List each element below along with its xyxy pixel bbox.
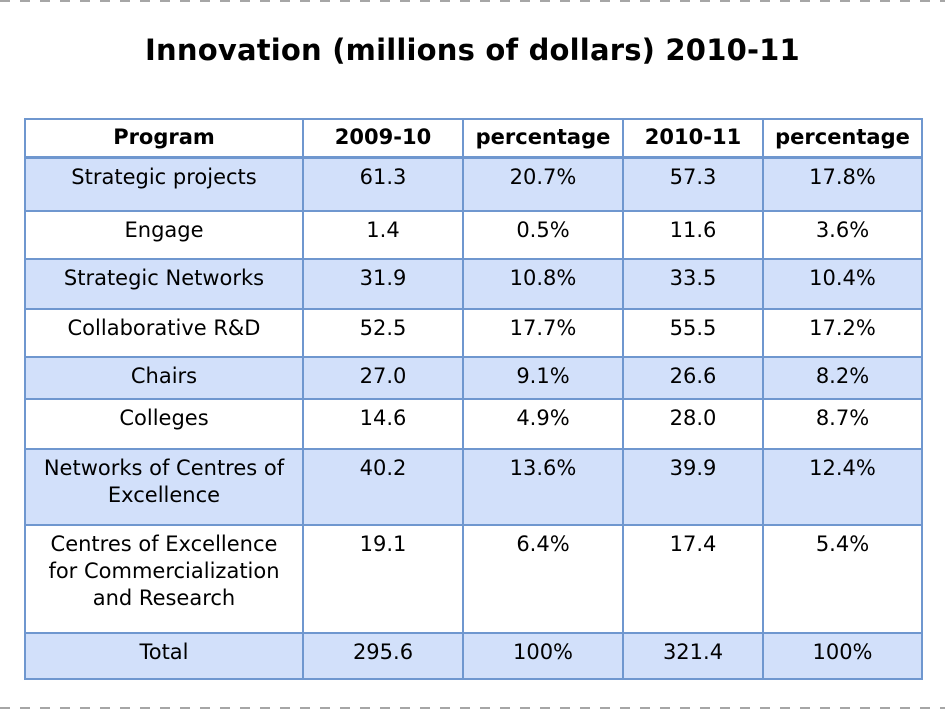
value-2009-10-cell: 19.1: [302, 524, 464, 634]
program-cell: Centres of Excellence for Commercializat…: [24, 524, 304, 634]
program-cell: Total: [24, 632, 304, 680]
value-2009-10-cell: 295.6: [302, 632, 464, 680]
percentage-2009-10-cell: 9.1%: [462, 356, 624, 400]
header-percentage-2010-11: percentage: [762, 118, 923, 159]
program-cell: Networks of Centres of Excellence: [24, 448, 304, 526]
table-row: Engage 1.4 0.5% 11.6 3.6%: [24, 210, 923, 260]
value-2010-11-cell: 26.6: [622, 356, 764, 400]
table-row: Strategic projects 61.3 20.7% 57.3 17.8%: [24, 156, 923, 212]
header-program: Program: [24, 118, 304, 159]
table-row: Networks of Centres of Excellence 40.2 13.…: [24, 448, 923, 526]
percentage-2009-10-cell: 20.7%: [462, 156, 624, 212]
table-row: Chairs 27.0 9.1% 26.6 8.2%: [24, 356, 923, 400]
percentage-2010-11-cell: 8.2%: [762, 356, 923, 400]
percentage-2009-10-cell: 13.6%: [462, 448, 624, 526]
header-2010-11: 2010-11: [622, 118, 764, 159]
value-2009-10-cell: 52.5: [302, 308, 464, 358]
value-2010-11-cell: 57.3: [622, 156, 764, 212]
percentage-2009-10-cell: 100%: [462, 632, 624, 680]
top-dashed-separator: [0, 0, 945, 2]
percentage-2010-11-cell: 17.2%: [762, 308, 923, 358]
table-header-row: Program 2009-10 percentage 2010-11 perce…: [24, 118, 923, 159]
percentage-2010-11-cell: 3.6%: [762, 210, 923, 260]
value-2009-10-cell: 27.0: [302, 356, 464, 400]
table-row: Collaborative R&D 52.5 17.7% 55.5 17.2%: [24, 308, 923, 358]
value-2009-10-cell: 61.3: [302, 156, 464, 212]
percentage-2009-10-cell: 17.7%: [462, 308, 624, 358]
value-2010-11-cell: 33.5: [622, 258, 764, 310]
header-percentage-2009-10: percentage: [462, 118, 624, 159]
percentage-2009-10-cell: 6.4%: [462, 524, 624, 634]
value-2009-10-cell: 31.9: [302, 258, 464, 310]
value-2010-11-cell: 11.6: [622, 210, 764, 260]
value-2009-10-cell: 40.2: [302, 448, 464, 526]
percentage-2009-10-cell: 0.5%: [462, 210, 624, 260]
value-2010-11-cell: 28.0: [622, 398, 764, 450]
percentage-2010-11-cell: 5.4%: [762, 524, 923, 634]
value-2010-11-cell: 321.4: [622, 632, 764, 680]
bottom-dashed-separator: [0, 707, 945, 709]
percentage-2009-10-cell: 4.9%: [462, 398, 624, 450]
percentage-2010-11-cell: 17.8%: [762, 156, 923, 212]
table-row: Strategic Networks 31.9 10.8% 33.5 10.4%: [24, 258, 923, 310]
program-cell: Strategic projects: [24, 156, 304, 212]
percentage-2010-11-cell: 100%: [762, 632, 923, 680]
value-2009-10-cell: 1.4: [302, 210, 464, 260]
table-total-row: Total 295.6 100% 321.4 100%: [24, 632, 923, 680]
percentage-2010-11-cell: 12.4%: [762, 448, 923, 526]
percentage-2009-10-cell: 10.8%: [462, 258, 624, 310]
innovation-table: Program 2009-10 percentage 2010-11 perce…: [24, 118, 923, 680]
program-cell: Collaborative R&D: [24, 308, 304, 358]
table-row: Colleges 14.6 4.9% 28.0 8.7%: [24, 398, 923, 450]
program-cell: Chairs: [24, 356, 304, 400]
value-2010-11-cell: 55.5: [622, 308, 764, 358]
page-title: Innovation (millions of dollars) 2010-11: [145, 33, 800, 67]
value-2009-10-cell: 14.6: [302, 398, 464, 450]
percentage-2010-11-cell: 8.7%: [762, 398, 923, 450]
program-cell: Engage: [24, 210, 304, 260]
header-2009-10: 2009-10: [302, 118, 464, 159]
table-row: Centres of Excellence for Commercializat…: [24, 524, 923, 634]
percentage-2010-11-cell: 10.4%: [762, 258, 923, 310]
program-cell: Colleges: [24, 398, 304, 450]
program-cell: Strategic Networks: [24, 258, 304, 310]
value-2010-11-cell: 17.4: [622, 524, 764, 634]
value-2010-11-cell: 39.9: [622, 448, 764, 526]
